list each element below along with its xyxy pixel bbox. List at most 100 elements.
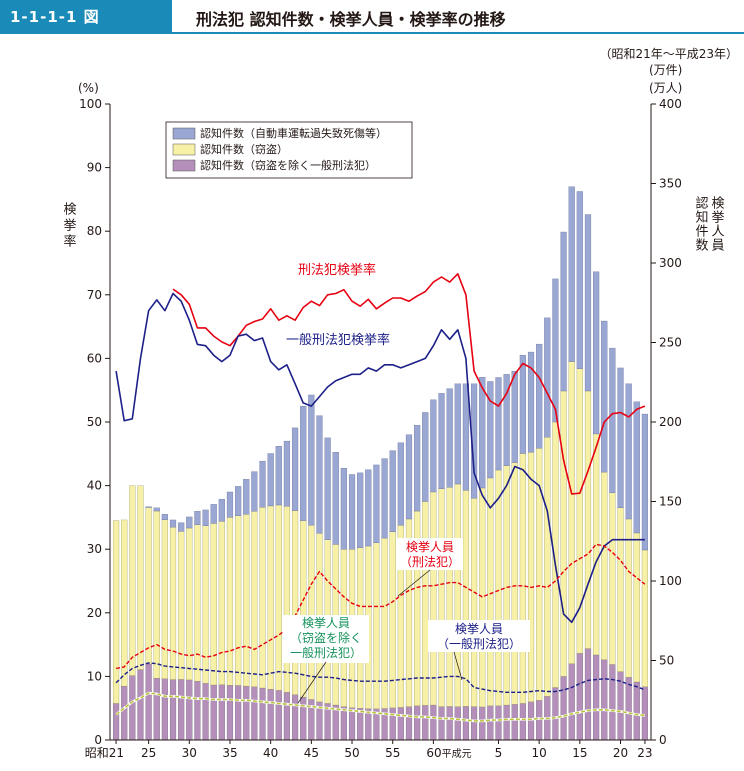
bar-traffic-S43 <box>291 427 299 511</box>
right-tick-label: 350 <box>659 177 682 191</box>
bar-theft-S28 <box>169 526 177 680</box>
bar-traffic-S30 <box>186 516 193 529</box>
x-tick-label: 20 <box>613 746 628 760</box>
legend-label-theft: 認知件数（窃盗） <box>200 142 288 156</box>
bar-traffic-H10 <box>536 343 543 449</box>
bar-theft-S55 <box>389 531 396 709</box>
bar-theft-H7 <box>511 462 518 705</box>
bar-theft-H9 <box>527 452 535 702</box>
bar-other-H16 <box>584 648 592 741</box>
bar-traffic-H17 <box>593 271 600 435</box>
bar-other-S56 <box>397 707 404 741</box>
x-tick-label: 昭和21 <box>85 746 124 760</box>
bar-theft-H16 <box>584 390 592 649</box>
line-series-group <box>115 273 646 723</box>
bar-other-H7 <box>511 704 518 741</box>
right-axis-unit-count: (万件) <box>649 63 682 77</box>
x-tick-label: 55 <box>385 746 400 760</box>
bar-other-S44 <box>300 696 307 741</box>
right-tick-label: 400 <box>659 97 682 111</box>
right-tick-label: 250 <box>659 336 682 350</box>
bar-other-H22 <box>633 681 640 741</box>
right-tick-label: 100 <box>659 574 682 588</box>
bar-other-S58 <box>414 705 421 741</box>
right-tick-label: 200 <box>659 415 682 429</box>
legend-swatch-other <box>172 159 196 172</box>
bar-other-S25 <box>145 663 152 741</box>
bar-series-group <box>112 186 649 741</box>
bar-traffic-S25 <box>145 506 152 508</box>
tick-group: 0 10 20 30 40 50 60 70 80 90 100 0 50 100 150 200 250 300… <box>79 97 682 760</box>
figure-number-badge: 1-1-1-1 図 <box>0 0 172 32</box>
label-arrest-keihohan: 検挙人員 （刑法犯） <box>397 538 463 597</box>
bar-theft-H20 <box>617 507 624 672</box>
bar-traffic-S51 <box>357 472 364 548</box>
right-axis-unit-persons: (万人) <box>649 81 682 95</box>
bar-other-H8 <box>519 703 526 741</box>
bar-traffic-H20 <box>617 367 624 509</box>
left-tick-label: 40 <box>87 479 102 493</box>
bar-other-H17 <box>593 654 600 741</box>
bar-other-H19 <box>609 664 616 741</box>
bar-traffic-S26 <box>153 507 160 512</box>
label-arrest-keihohan-box <box>397 538 463 570</box>
bar-traffic-H19 <box>609 347 616 493</box>
bar-traffic-H5 <box>495 377 502 471</box>
left-tick-label: 80 <box>87 224 102 238</box>
bar-traffic-S48 <box>332 452 339 545</box>
bar-theft-S27 <box>161 519 168 679</box>
right-tick-label: 50 <box>659 654 674 668</box>
bar-traffic-S52 <box>365 469 372 547</box>
x-tick-label: 60平成元 <box>426 746 471 760</box>
bar-traffic-S55 <box>389 450 396 532</box>
line-rate-ippan <box>115 292 645 624</box>
x-tick-label: 40 <box>263 746 278 760</box>
line-arrest-keihohan <box>115 543 646 670</box>
bar-traffic-S33 <box>210 504 217 524</box>
period-note: （昭和21年～平成23年） <box>599 47 738 61</box>
x-tick-label: 5 <box>495 746 503 760</box>
x-tick-label: 30 <box>182 746 197 760</box>
bar-other-H14 <box>568 663 575 741</box>
bar-traffic-H7 <box>511 370 518 463</box>
bar-theft-H22 <box>633 532 640 683</box>
bar-traffic-S63 <box>454 383 461 485</box>
bar-traffic-H4 <box>487 381 494 479</box>
bar-other-S41 <box>275 690 282 741</box>
title-underline <box>0 32 744 34</box>
bar-theft-S34 <box>218 521 225 685</box>
left-tick-label: 100 <box>79 97 102 111</box>
bar-other-H18 <box>601 659 608 741</box>
bar-theft-S37 <box>243 514 250 687</box>
bar-traffic-S57 <box>405 434 413 520</box>
label-arrest-ippan-line1: 検挙人員 <box>455 622 503 636</box>
bar-traffic-S46 <box>316 415 323 534</box>
bar-other-S30 <box>186 679 193 741</box>
bar-traffic-H22 <box>633 401 640 534</box>
bar-theft-H13 <box>560 390 567 677</box>
line-arrest-settou <box>115 692 645 722</box>
bar-theft-H5 <box>495 469 502 706</box>
bar-other-H1 <box>462 706 470 741</box>
bar-other-S42 <box>283 692 291 741</box>
bar-theft-S32 <box>202 525 209 684</box>
label-arrest-ippan-leader <box>453 651 463 681</box>
x-tick-label: 50 <box>344 746 359 760</box>
bar-theft-S25 <box>145 507 152 665</box>
left-tick-label: 10 <box>87 669 102 683</box>
label-rate-keihohan: 刑法犯検挙率 <box>298 262 376 278</box>
bar-other-H2 <box>470 706 478 741</box>
bar-other-H4 <box>487 705 494 741</box>
bar-traffic-H23 <box>641 413 649 551</box>
bar-traffic-H21 <box>625 383 632 520</box>
bar-traffic-S38 <box>251 471 258 512</box>
x-tick-label: 45 <box>304 746 319 760</box>
bar-other-S26 <box>153 677 160 741</box>
bar-theft-S62 <box>446 487 453 707</box>
bar-traffic-S31 <box>194 511 201 525</box>
bar-traffic-S35 <box>226 491 234 518</box>
bar-theft-H1 <box>462 490 470 707</box>
legend: 認知件数（自動車運転過失致死傷等） 認知件数（窃盗） 認知件数（窃盗を除く一般刑… <box>165 121 413 179</box>
label-rate-ippan: 一般刑法犯検挙率 <box>286 332 390 348</box>
figure-number: 1-1-1-1 図 <box>10 8 100 26</box>
